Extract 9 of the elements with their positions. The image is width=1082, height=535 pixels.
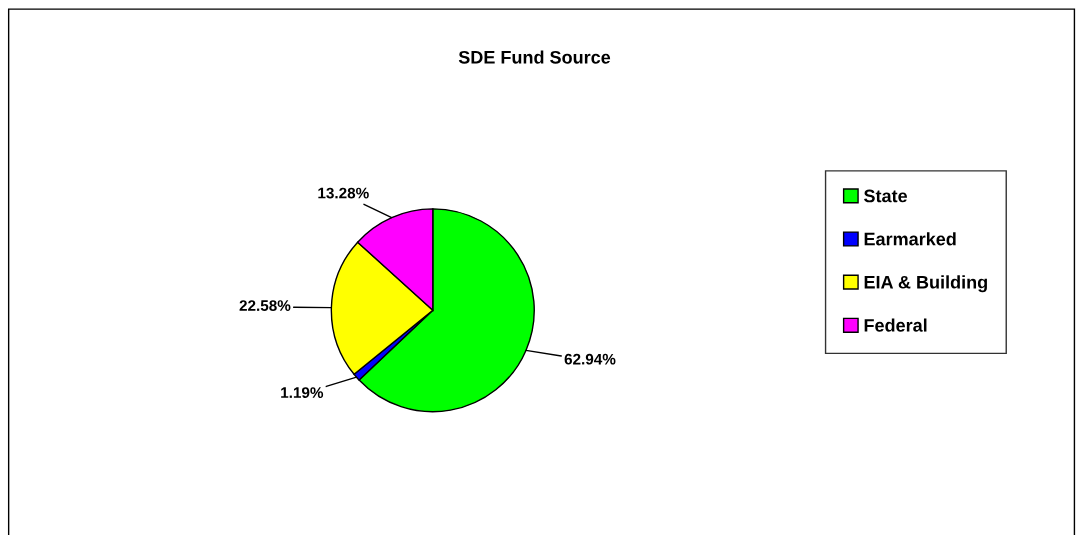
data-label: 22.58% xyxy=(239,300,291,311)
legend-label: State xyxy=(864,189,908,203)
legend-label: EIA & Building xyxy=(864,275,987,293)
chart-title: SDE Fund Source xyxy=(458,50,611,64)
data-label: 62.94% xyxy=(564,353,616,365)
legend-label: Federal xyxy=(864,318,927,332)
data-label: 13.28% xyxy=(318,187,369,199)
data-label: 1.19% xyxy=(281,387,324,399)
legend-label: Earmarked xyxy=(864,232,956,246)
